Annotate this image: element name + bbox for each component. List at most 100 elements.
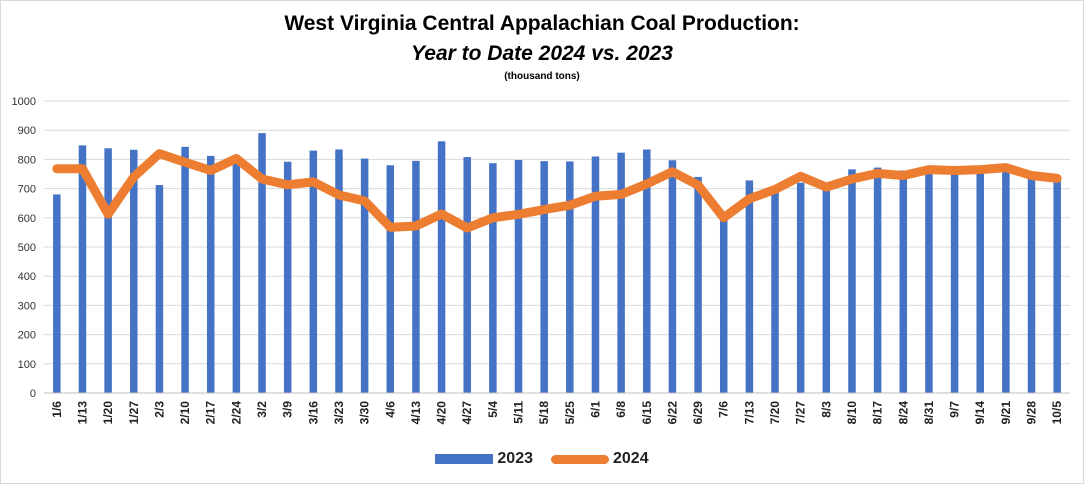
x-tick-label: 2/10	[178, 401, 192, 425]
point-2024-5/11	[518, 213, 520, 215]
bar-2023-9/14	[976, 172, 984, 393]
bar-2023-8/31	[925, 173, 933, 393]
point-2024-1/6	[56, 168, 58, 170]
y-tick-label: 700	[18, 184, 36, 196]
chart-units: (thousand tons)	[504, 71, 580, 82]
point-2024-9/14	[979, 169, 981, 171]
point-2024-1/13	[81, 168, 83, 170]
point-2024-2/10	[184, 161, 186, 163]
y-tick-label: 500	[18, 242, 36, 254]
bar-2023-9/28	[1027, 176, 1036, 393]
bar-2023-3/9	[283, 161, 292, 393]
y-tick-label: 600	[18, 213, 36, 225]
point-2024-8/10	[851, 178, 853, 180]
point-2024-5/18	[543, 209, 545, 211]
bar-2023-6/29	[694, 176, 702, 393]
x-tick-label: 8/3	[819, 401, 833, 418]
point-2024-3/9	[287, 184, 289, 186]
x-tick-label: 2/17	[204, 401, 218, 425]
point-2024-8/17	[877, 172, 879, 174]
bar-2023-4/13	[412, 160, 420, 393]
bar-2023-4/20	[437, 141, 446, 393]
bar-2023-6/15	[643, 149, 651, 393]
bar-2023-8/10	[848, 169, 856, 393]
x-tick-label: 1/27	[127, 401, 141, 425]
bar-2023-10/5	[1053, 179, 1061, 393]
x-tick-label: 9/21	[999, 401, 1013, 425]
bar-2023-3/2	[258, 133, 266, 393]
point-2024-7/20	[774, 188, 776, 190]
bar-2023-5/4	[489, 163, 497, 393]
bar-2023-3/23	[335, 149, 343, 393]
point-2024-3/2	[261, 178, 263, 180]
chart-title: West Virginia Central Appalachian Coal P…	[284, 12, 800, 35]
bar-2023-7/20	[771, 187, 779, 393]
x-tick-label: 7/13	[742, 401, 756, 425]
x-tick-label: 9/7	[948, 401, 962, 418]
legend-label-2023: 2023	[497, 450, 533, 467]
x-tick-label: 6/29	[691, 401, 705, 425]
point-2024-8/31	[928, 169, 930, 171]
x-tick-label: 3/30	[358, 401, 372, 425]
point-2024-9/7	[954, 169, 956, 171]
y-tick-label: 100	[18, 359, 36, 371]
point-2024-4/13	[415, 225, 417, 227]
point-2024-4/27	[466, 227, 468, 229]
x-tick-label: 7/20	[768, 401, 782, 425]
point-2024-10/5	[1056, 177, 1058, 179]
x-tick-label: 8/10	[845, 401, 859, 425]
x-tick-label: 3/23	[332, 401, 346, 425]
x-tick-label: 6/1	[588, 401, 602, 418]
x-tick-label: 3/16	[306, 401, 320, 425]
x-tick-label: 7/6	[717, 401, 731, 418]
x-tick-label: 1/20	[101, 401, 115, 425]
point-2024-7/27	[800, 175, 802, 177]
x-tick-label: 4/20	[435, 401, 449, 425]
bar-2023-6/8	[617, 152, 625, 393]
x-tick-label: 2/3	[152, 401, 166, 418]
bar-2023-9/7	[950, 173, 959, 393]
x-tick-label: 2/24	[229, 401, 243, 425]
legend-item-2023: 2023	[435, 450, 533, 468]
point-2024-7/6	[723, 217, 725, 219]
x-tick-label: 8/17	[871, 401, 885, 425]
x-tick-label: 8/24	[896, 401, 910, 425]
legend-swatch-2024	[551, 454, 609, 464]
x-tick-label: 5/11	[512, 401, 526, 424]
point-2024-6/22	[671, 171, 673, 173]
line-2024	[52, 149, 1062, 233]
point-2024-4/20	[441, 213, 443, 215]
y-tick-label: 300	[18, 300, 36, 312]
x-tick-label: 9/14	[973, 401, 987, 425]
point-2024-9/21	[1005, 167, 1007, 169]
y-tick-label: 900	[18, 125, 36, 137]
y-tick-label: 0	[30, 388, 36, 400]
chart-legend: 2023 2024	[0, 450, 1084, 468]
x-tick-label: 1/13	[75, 401, 89, 425]
point-2024-4/6	[389, 226, 391, 228]
x-tick-label: 9/28	[1025, 401, 1039, 425]
point-2024-8/24	[902, 174, 904, 176]
legend-swatch-2023	[435, 454, 494, 464]
bar-2023-9/21	[1002, 171, 1010, 393]
bar-2023-8/24	[899, 170, 908, 393]
point-2024-7/13	[748, 198, 750, 200]
bar-2023-1/20	[104, 148, 112, 393]
point-2024-1/20	[107, 213, 109, 215]
x-tick-label: 6/15	[640, 401, 654, 425]
bar-2023-1/27	[130, 149, 138, 393]
point-2024-3/30	[364, 200, 366, 202]
y-tick-label: 400	[18, 271, 36, 283]
bar-2023-6/22	[668, 160, 677, 393]
x-tick-label: 5/4	[486, 401, 500, 418]
bar-2023-2/24	[232, 161, 241, 393]
legend-label-2024: 2024	[613, 450, 649, 467]
point-2024-9/28	[1031, 174, 1033, 176]
bar-2023-7/13	[745, 180, 754, 393]
bar-2023-8/17	[873, 167, 882, 393]
point-2024-2/24	[235, 158, 237, 160]
y-tick-label: 800	[18, 154, 36, 166]
bar-2023-5/11	[514, 159, 523, 393]
point-2024-3/23	[338, 194, 340, 196]
